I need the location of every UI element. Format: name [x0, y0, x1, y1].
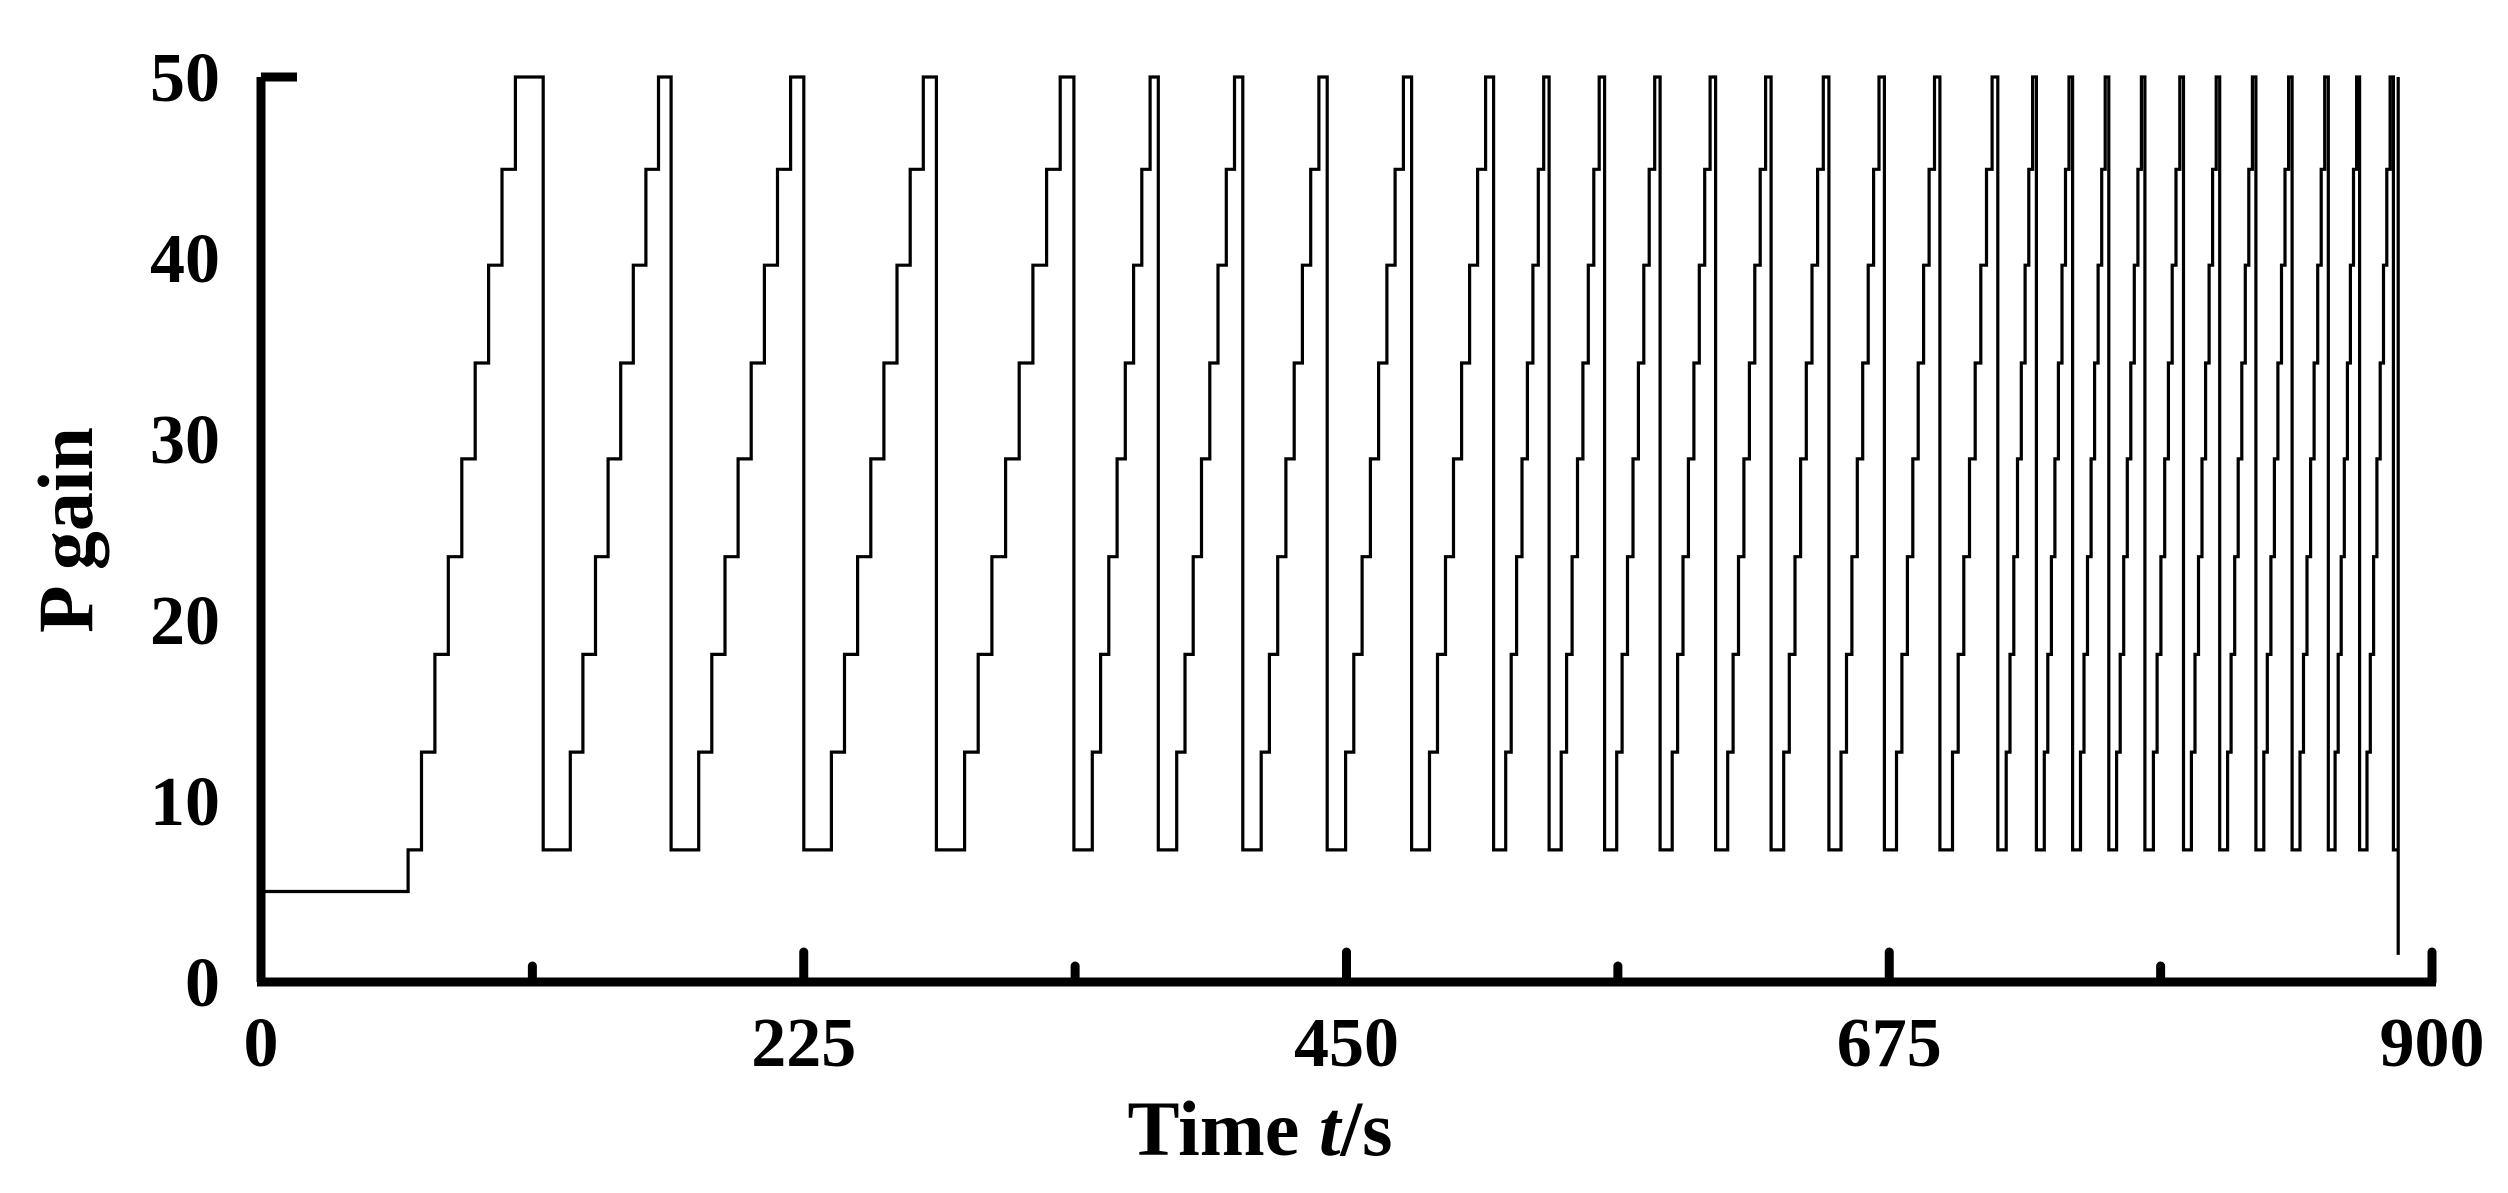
- ticks-layer: [527, 947, 2437, 987]
- x-axis-title-prefix: Time: [1127, 1085, 1318, 1172]
- y-axis-title: P gain: [22, 427, 109, 633]
- x-axis-title: Time t/s: [1127, 1085, 1392, 1172]
- x-axis-title-suffix: /s: [1340, 1085, 1393, 1172]
- y-tick-label: 10: [150, 764, 220, 841]
- y-tick-label: 30: [150, 402, 220, 479]
- x-tick-label: 450: [1294, 1005, 1399, 1082]
- y-tick-label: 50: [150, 40, 220, 117]
- x-tick-label: 0: [244, 1005, 279, 1082]
- x-tick-label: 900: [2380, 1005, 2485, 1082]
- y-tick-label: 40: [150, 221, 220, 298]
- y-tick-label: 0: [185, 945, 220, 1022]
- x-axis-title-var: t: [1319, 1085, 1343, 1172]
- labels-layer: 0 10 20 30 40 50 0 225 450 675 900: [150, 40, 2485, 1082]
- x-tick-label: 675: [1837, 1005, 1942, 1082]
- p-gain-series-line: [261, 75, 2400, 955]
- x-tick-label: 225: [751, 1005, 856, 1082]
- y-tick-label: 20: [150, 583, 220, 660]
- series-layer: [261, 75, 2400, 955]
